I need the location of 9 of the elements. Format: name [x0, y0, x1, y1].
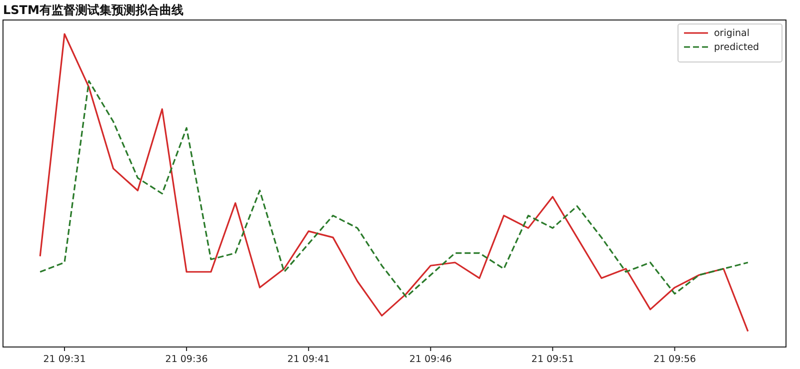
x-tick-label: 21 09:31	[43, 354, 86, 365]
legend-label: predicted	[714, 42, 760, 53]
chart-title: LSTM有监督测试集预测拟合曲线	[3, 3, 184, 17]
x-tick-label: 21 09:41	[287, 354, 330, 365]
x-tick-label: 21 09:46	[409, 354, 452, 365]
x-tick-label: 21 09:56	[653, 354, 696, 365]
x-tick-label: 21 09:36	[165, 354, 208, 365]
x-tick-label: 21 09:51	[531, 354, 574, 365]
legend-label: original	[714, 28, 750, 39]
